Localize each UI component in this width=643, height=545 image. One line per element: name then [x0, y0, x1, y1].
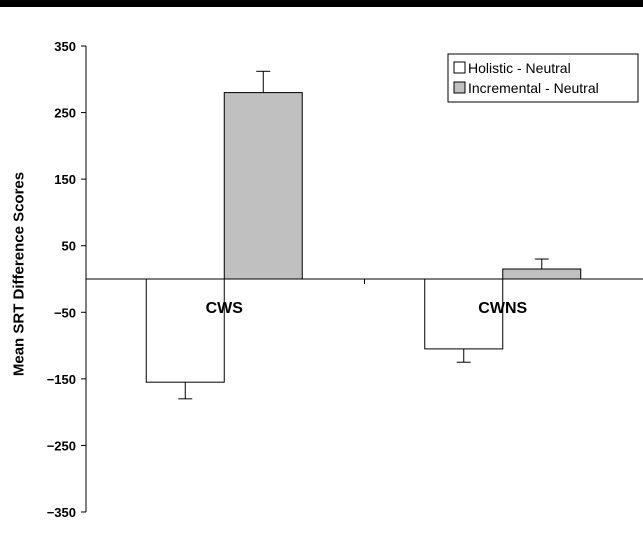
bar-cws-holistic — [145, 278, 225, 383]
y-tick-label: −50 — [54, 305, 76, 320]
y-tick-label: 350 — [54, 39, 76, 54]
legend-label: Incremental - Neutral — [468, 80, 599, 96]
y-tick-label: 250 — [54, 106, 76, 121]
y-axis-label: Mean SRT Difference Scores — [10, 172, 27, 376]
y-tick-label: −250 — [47, 438, 76, 453]
legend: Holistic - Neutral Incremental - Neutral — [447, 53, 639, 103]
bar-cwns-incremental — [502, 268, 582, 280]
legend-swatch — [453, 61, 466, 74]
legend-label: Holistic - Neutral — [468, 60, 571, 76]
y-tick-label: −350 — [47, 505, 76, 520]
legend-swatch — [453, 81, 466, 94]
legend-box — [447, 53, 639, 103]
category-label-cws: CWS — [206, 300, 244, 317]
y-tick-label: 50 — [62, 239, 76, 254]
bar-cws-incremental — [223, 92, 303, 280]
top-rule — [0, 0, 643, 7]
category-labels: CWS CWNS — [206, 300, 528, 317]
bar-cwns-holistic — [424, 278, 504, 350]
category-label-cwns: CWNS — [478, 300, 527, 317]
y-ticks: 350 250 150 50 −50 −150 −250 −350 — [47, 39, 365, 520]
y-tick-label: 150 — [54, 172, 76, 187]
y-tick-label: −150 — [47, 372, 76, 387]
bars — [145, 70, 582, 400]
legend-items: Holistic - Neutral Incremental - Neutral — [453, 60, 599, 96]
